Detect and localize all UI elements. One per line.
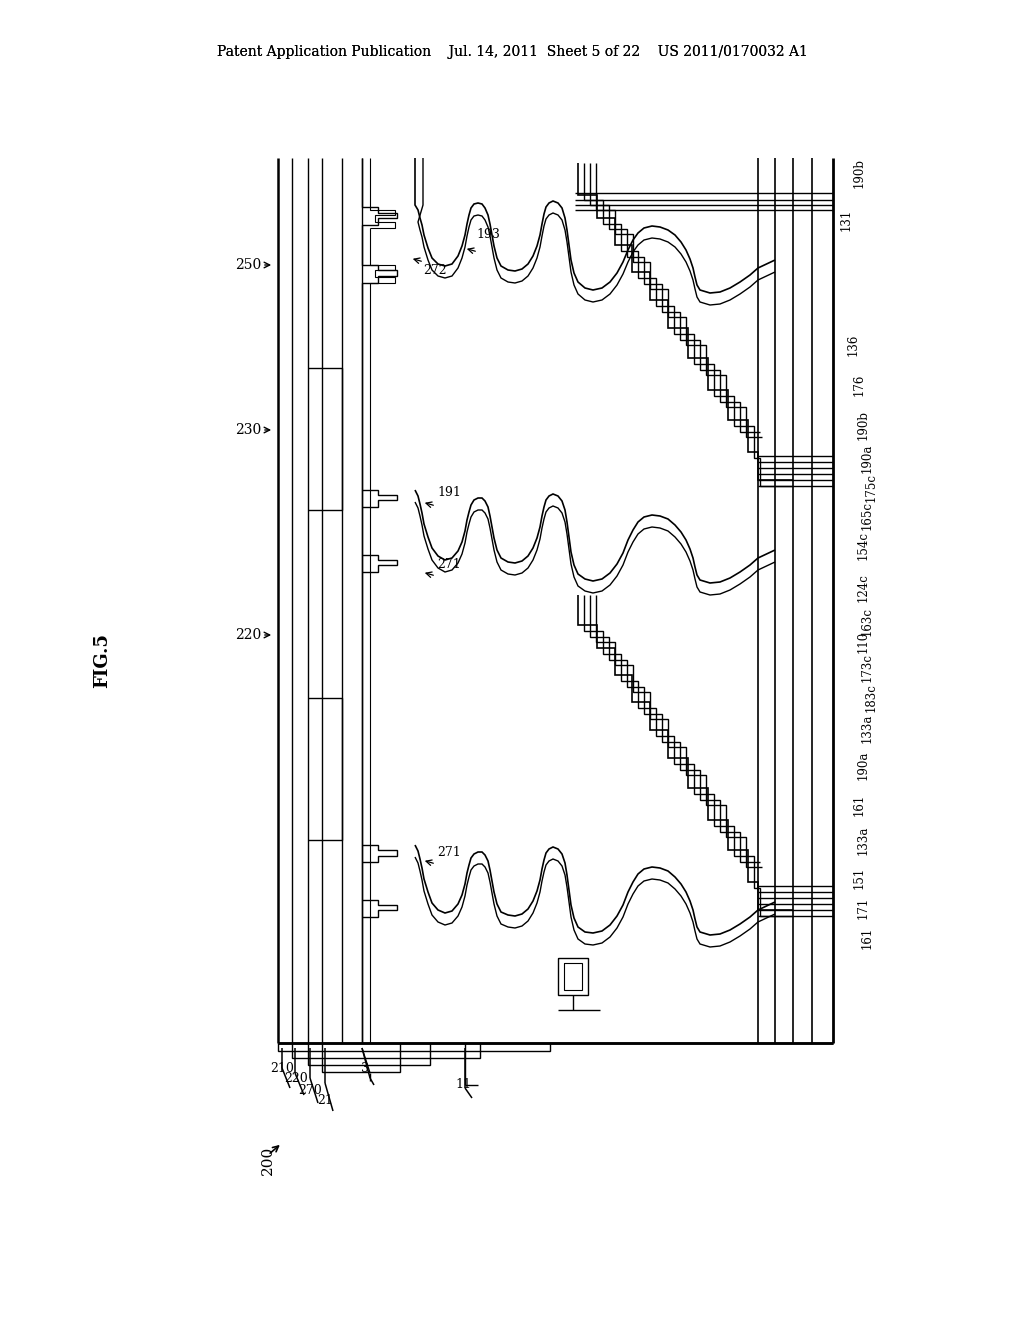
Text: 161: 161 [861,927,874,949]
Text: 270: 270 [298,1084,322,1097]
Text: 250: 250 [234,257,261,272]
Text: 21: 21 [317,1094,333,1107]
Text: 133a: 133a [861,713,874,743]
Text: 171: 171 [857,896,870,919]
Text: 154c: 154c [857,531,870,560]
Text: 131: 131 [840,209,853,231]
Text: 200: 200 [261,1146,275,1175]
Text: Patent Application Publication    Jul. 14, 2011  Sheet 5 of 22    US 2011/017003: Patent Application Publication Jul. 14, … [216,45,808,59]
Text: 190a: 190a [861,444,874,473]
Text: 163c: 163c [861,607,874,636]
Text: 210: 210 [270,1061,294,1074]
Text: 176: 176 [853,374,866,396]
Text: 271: 271 [437,846,461,858]
Text: 110: 110 [857,631,870,653]
Text: 191: 191 [437,487,461,499]
Text: 272: 272 [423,264,446,276]
Text: 173c: 173c [861,653,874,682]
Text: 271: 271 [437,557,461,570]
Text: 190b: 190b [857,411,870,440]
Text: 190b: 190b [853,158,866,187]
Text: 220: 220 [234,628,261,642]
Text: Patent Application Publication    Jul. 14, 2011  Sheet 5 of 22    US 2011/017003: Patent Application Publication Jul. 14, … [216,45,808,59]
Text: 161: 161 [853,793,866,816]
Text: 183c: 183c [865,684,878,713]
Text: 151: 151 [853,867,866,890]
Text: 133a: 133a [857,825,870,854]
Text: FIG.5: FIG.5 [93,632,111,688]
Text: 3: 3 [361,1061,369,1074]
Text: 124c: 124c [857,574,870,602]
Text: 220: 220 [284,1072,308,1085]
Text: 175c: 175c [865,474,878,503]
Text: 165c: 165c [861,500,874,529]
Text: 230: 230 [234,422,261,437]
Text: 193: 193 [476,228,500,242]
Text: 190a: 190a [857,750,870,780]
Text: 136: 136 [847,334,860,356]
Text: 11: 11 [455,1078,471,1092]
